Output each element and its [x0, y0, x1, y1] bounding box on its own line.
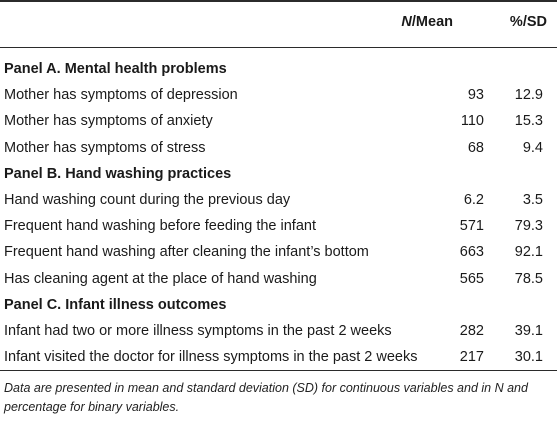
table-row: Mother has symptoms of anxiety 110 15.3	[0, 108, 557, 134]
row-label: Mother has symptoms of anxiety	[4, 113, 213, 130]
row-label: Mother has symptoms of depression	[4, 87, 238, 104]
pct-sd-value: 79.3	[514, 218, 543, 235]
n-mean-value: 6.2	[463, 191, 484, 208]
table-row: Hand washing count during the previous d…	[0, 187, 557, 213]
table-row: Has cleaning agent at the place of hand …	[0, 266, 557, 292]
pct-sd-value: 15.3	[514, 113, 543, 130]
row-label: Infant visited the doctor for illness sy…	[4, 349, 418, 366]
top-rule	[0, 0, 557, 2]
table-row: Infant visited the doctor for illness sy…	[0, 344, 557, 370]
pct-sd-value: 12.9	[514, 87, 543, 104]
table-row: Frequent hand washing after cleaning the…	[0, 239, 557, 265]
row-label: Hand washing count during the previous d…	[4, 191, 291, 208]
header-pct-sd: %/SD	[509, 14, 547, 30]
table-body: Panel A. Mental health problems Mother ha…	[0, 56, 557, 370]
row-label: Infant had two or more illness symptoms …	[4, 322, 392, 339]
n-mean-value: 68	[467, 139, 484, 156]
table-row: Frequent hand washing before feeding the…	[0, 213, 557, 239]
pct-sd-value: 39.1	[514, 322, 543, 339]
pct-sd-value: 92.1	[514, 244, 543, 261]
panel-heading-row: Panel C. Infant illness outcomes	[0, 292, 557, 318]
header-n-letter: N	[401, 14, 412, 30]
table-footnote: Data are presented in mean and standard …	[4, 381, 528, 414]
header-rule	[0, 47, 557, 48]
n-mean-value: 565	[459, 270, 484, 287]
n-mean-value: 217	[459, 349, 484, 366]
n-mean-value: 663	[459, 244, 484, 261]
header-mean-text: /Mean	[411, 14, 453, 30]
pct-sd-value: 3.5	[522, 191, 543, 208]
row-label: Has cleaning agent at the place of hand …	[4, 270, 317, 287]
panel-heading: Panel C. Infant illness outcomes	[4, 296, 227, 313]
table-row: Mother has symptoms of stress 68 9.4	[0, 135, 557, 161]
bottom-rule	[0, 370, 557, 371]
n-mean-value: 282	[459, 322, 484, 339]
pct-sd-value: 9.4	[522, 139, 543, 156]
panel-heading-row: Panel A. Mental health problems	[0, 56, 557, 82]
panel-heading: Panel A. Mental health problems	[4, 61, 227, 77]
panel-heading-row: Panel B. Hand washing practices	[0, 161, 557, 187]
row-label: Frequent hand washing before feeding the…	[4, 218, 316, 235]
panel-heading: Panel B. Hand washing practices	[4, 165, 232, 182]
row-label: Mother has symptoms of stress	[4, 139, 206, 156]
pct-sd-value: 78.5	[514, 270, 543, 287]
pct-sd-value: 30.1	[514, 349, 543, 366]
table-header: N/Mean %/SD	[0, 14, 557, 36]
n-mean-value: 93	[467, 87, 484, 104]
table-row: Infant had two or more illness symptoms …	[0, 318, 557, 344]
n-mean-value: 110	[460, 113, 484, 130]
header-n-mean: N/Mean	[343, 14, 453, 30]
n-mean-value: 571	[459, 218, 484, 235]
row-label: Frequent hand washing after cleaning the…	[4, 244, 369, 261]
table-row: Mother has symptoms of depression 93 12.9	[0, 82, 557, 108]
